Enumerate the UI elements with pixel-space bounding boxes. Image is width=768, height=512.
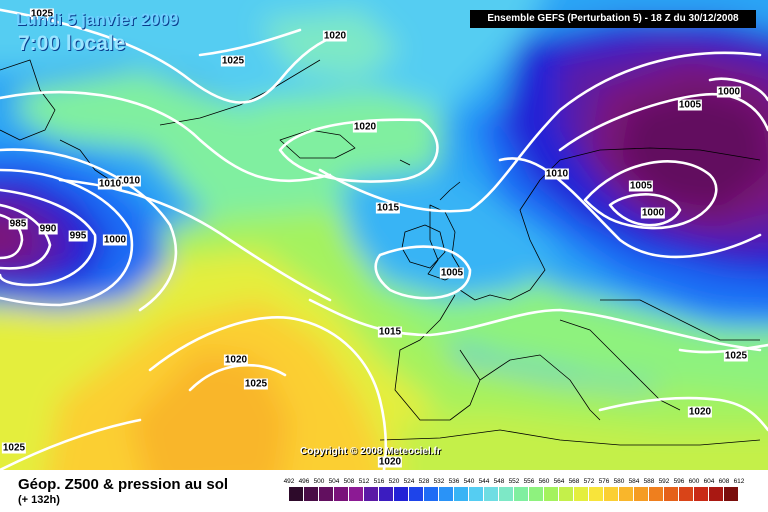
isobar-label: 985	[8, 218, 28, 230]
color-scale-swatch	[409, 487, 424, 501]
forecast-date: Lundi 5 janvier 2009	[16, 10, 179, 29]
color-scale-tick-label: 584	[628, 478, 640, 485]
color-scale-tick-label: 580	[613, 478, 625, 485]
copyright-notice: Copyright © 2008 Meteociel.fr	[300, 446, 441, 457]
color-scale-swatch	[304, 487, 319, 501]
isobar-label: 1005	[628, 180, 654, 192]
color-scale-swatch	[664, 487, 679, 501]
forecast-lead-time: (+ 132h)	[18, 494, 60, 506]
color-scale-swatch	[454, 487, 469, 501]
color-scale-swatch	[679, 487, 694, 501]
color-scale-tick-label: 532	[433, 478, 445, 485]
color-scale-tick-label: 548	[493, 478, 505, 485]
color-scale-legend: 492 496 500 504 508 512 516 520 524 528 532 536 540 5…	[282, 478, 752, 508]
isobar-label: 1020	[377, 456, 403, 468]
color-scale-tick-label: 608	[718, 478, 730, 485]
color-scale-swatch	[634, 487, 649, 501]
color-scale-tick-label: 592	[658, 478, 670, 485]
color-scale-swatch	[589, 487, 604, 501]
color-scale-swatch	[649, 487, 664, 501]
color-scale-swatch	[424, 487, 439, 501]
color-scale-swatch	[514, 487, 529, 501]
isobar-label: 995	[68, 230, 88, 242]
color-scale-tick-label: 572	[583, 478, 595, 485]
color-scale-tick-label: 508	[343, 478, 355, 485]
color-scale-swatch	[604, 487, 619, 501]
color-scale-tick-label: 504	[328, 478, 340, 485]
isobar-label: 1005	[677, 99, 703, 111]
isobar-label: 1020	[322, 30, 348, 42]
isobar-label: 1010	[97, 178, 123, 190]
color-scale-tick-label: 600	[688, 478, 700, 485]
isobar-label: 1025	[243, 378, 269, 390]
model-run-header: Ensemble GEFS (Perturbation 5) - 18 Z du…	[470, 10, 756, 28]
isobar-label: 1015	[375, 202, 401, 214]
color-scale-swatch	[709, 487, 724, 501]
color-scale-swatch	[439, 487, 454, 501]
isobar-label: 1010	[116, 175, 142, 187]
color-scale-swatch	[484, 487, 499, 501]
isobar-label: 1015	[377, 326, 403, 338]
color-scale-swatch	[724, 487, 739, 501]
isobar-label: 1010	[544, 168, 570, 180]
isobar-label: 1020	[352, 121, 378, 133]
color-scale-tick-label: 524	[403, 478, 415, 485]
color-scale-swatch	[379, 487, 394, 501]
isobar-label: 1025	[723, 350, 749, 362]
isobar-label: 1005	[439, 267, 465, 279]
isobars	[0, 8, 768, 470]
color-scale-tick-label: 556	[523, 478, 535, 485]
color-scale-tick-label: 568	[568, 478, 580, 485]
color-scale-tick-label: 512	[358, 478, 370, 485]
color-scale-swatch	[619, 487, 634, 501]
color-scale-tick-label: 516	[373, 478, 385, 485]
color-scale-swatch	[529, 487, 544, 501]
color-scale-swatch	[319, 487, 334, 501]
isobar-label: 1000	[102, 234, 128, 246]
color-scale-swatch	[469, 487, 484, 501]
color-scale-tick-label: 596	[673, 478, 685, 485]
isobar-label: 1020	[223, 354, 249, 366]
color-scale-swatch	[349, 487, 364, 501]
color-scale-tick-label: 520	[388, 478, 400, 485]
color-scale-tick-label: 612	[733, 478, 745, 485]
forecast-time: 7:00 locale	[18, 32, 126, 55]
color-scale-tick-label: 500	[313, 478, 325, 485]
color-scale-swatch	[544, 487, 559, 501]
color-scale-tick-label: 544	[478, 478, 490, 485]
isobar-label: 1000	[716, 86, 742, 98]
color-scale-tick-label: 552	[508, 478, 520, 485]
color-scale-tick-label: 576	[598, 478, 610, 485]
color-scale-swatch	[394, 487, 409, 501]
color-scale-swatch	[289, 487, 304, 501]
color-scale-tick-label: 540	[463, 478, 475, 485]
color-scale-swatch	[334, 487, 349, 501]
color-scale-tick-label: 492	[283, 478, 295, 485]
color-scale-tick-label: 496	[298, 478, 310, 485]
isobar-label: 1025	[1, 442, 27, 454]
color-scale-swatch	[364, 487, 379, 501]
color-scale-swatch	[499, 487, 514, 501]
color-scale-tick-label: 528	[418, 478, 430, 485]
color-scale-tick-label: 564	[553, 478, 565, 485]
color-scale-tick-label: 536	[448, 478, 460, 485]
color-scale-tick-label: 560	[538, 478, 550, 485]
map-title: Géop. Z500 & pression au sol	[18, 476, 229, 493]
color-scale-swatch	[574, 487, 589, 501]
color-scale-tick-label: 604	[703, 478, 715, 485]
isobar-label: 1025	[29, 8, 55, 20]
isobar-label: 1000	[640, 207, 666, 219]
color-scale-swatch	[559, 487, 574, 501]
isobar-label: 1020	[687, 406, 713, 418]
isobar-label: 990	[38, 223, 58, 235]
color-scale-tick-label: 588	[643, 478, 655, 485]
isobar-label: 1025	[220, 55, 246, 67]
color-scale-swatch	[694, 487, 709, 501]
